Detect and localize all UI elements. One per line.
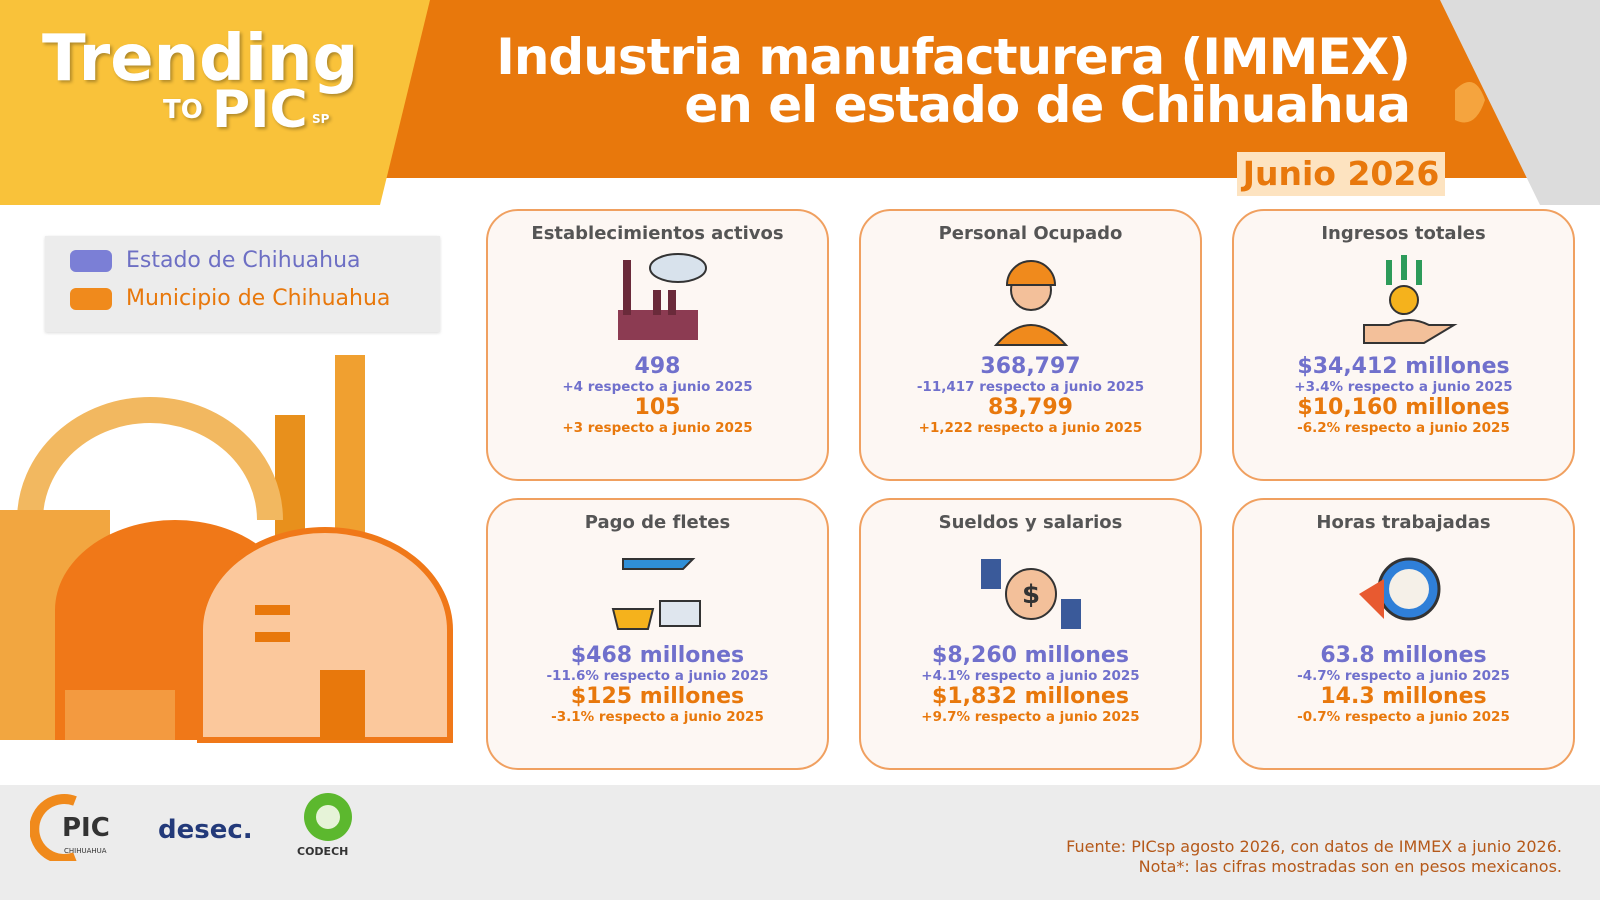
brand-trending: Trending xyxy=(42,22,359,96)
legend-item: Estado de Chihuahua xyxy=(70,248,361,273)
header-decor xyxy=(0,0,1600,205)
state-change: +3.4% respecto a junio 2025 xyxy=(1294,379,1513,395)
legend-label: Municipio de Chihuahua xyxy=(126,286,391,311)
title-line: Industria manufacturera (IMMEX) xyxy=(496,28,1411,86)
legend-label: Estado de Chihuahua xyxy=(126,248,361,273)
stat-card: Pago de fletes $468 millones -11.6% respec… xyxy=(486,498,829,770)
state-change: +4.1% respecto a junio 2025 xyxy=(921,668,1140,684)
card-icon xyxy=(617,253,707,340)
card-icon xyxy=(611,558,701,630)
municipal-value: 105 xyxy=(634,395,681,420)
municipal-change: -3.1% respecto a junio 2025 xyxy=(551,709,764,725)
brand-to: TO xyxy=(163,95,203,125)
municipal-value: $125 millones xyxy=(570,684,745,709)
desec-logo: desec. xyxy=(158,815,253,845)
source: Fuente: PICsp agosto 2026, con datos de … xyxy=(1066,837,1562,856)
card-icon xyxy=(1362,255,1458,344)
stat-card: Ingresos totales $34,412 millones +3.4% re… xyxy=(1232,209,1575,481)
state-value: $468 millones xyxy=(570,643,745,668)
card-title: Personal Ocupado xyxy=(938,223,1123,244)
card-title: Horas trabajadas xyxy=(1316,512,1491,533)
state-change: -11.6% respecto a junio 2025 xyxy=(546,668,769,684)
municipal-change: +3 respecto a junio 2025 xyxy=(562,420,753,436)
municipal-value: $1,832 millones xyxy=(932,684,1129,709)
municipal-change: +1,222 respecto a junio 2025 xyxy=(918,420,1143,436)
brand-sp: SP xyxy=(312,112,330,126)
state-value: 498 xyxy=(634,354,681,379)
municipal-value: 14.3 millones xyxy=(1320,684,1487,709)
card-icon xyxy=(1358,557,1440,621)
municipal-value: $10,160 millones xyxy=(1297,395,1510,420)
card-title: Establecimientos activos xyxy=(531,223,784,244)
codech-text: CODECH xyxy=(297,845,349,858)
pic-logo-sub: CHIHUAHUA xyxy=(64,847,107,855)
municipal-change: +9.7% respecto a junio 2025 xyxy=(921,709,1140,725)
pic-logo xyxy=(30,794,77,861)
state-value: $8,260 millones xyxy=(932,643,1129,668)
municipal-change: -6.2% respecto a junio 2025 xyxy=(1297,420,1510,436)
svg-text:$: $ xyxy=(1021,580,1039,610)
municipal-value: 83,799 xyxy=(988,395,1073,420)
card-title: Ingresos totales xyxy=(1321,223,1486,244)
brand-pic: PIC xyxy=(212,80,308,140)
card-title: Sueldos y salarios xyxy=(938,512,1123,533)
state-change: -4.7% respecto a junio 2025 xyxy=(1297,668,1510,684)
card-title: Pago de fletes xyxy=(584,512,731,533)
period: Junio 2026 xyxy=(1237,152,1445,196)
state-value: 63.8 millones xyxy=(1320,643,1487,668)
footer: PIC CHIHUAHUA desec. CODECH Fuente: PICs… xyxy=(0,785,1600,900)
note: Nota*: las cifras mostradas son en pesos… xyxy=(1138,857,1562,876)
state-change: -11,417 respecto a junio 2025 xyxy=(916,379,1145,395)
card-icon: $ xyxy=(980,559,1081,629)
codech-logo xyxy=(304,793,352,841)
state-value: 368,797 xyxy=(980,354,1081,379)
stat-card: Personal Ocupado 368,797 -11,417 respecto … xyxy=(859,209,1202,481)
pic-logo-text: PIC xyxy=(62,813,110,843)
title-line: en el estado de Chihuahua xyxy=(684,76,1411,134)
legend: Estado de Chihuahua Municipio de Chihuah… xyxy=(45,236,440,332)
factory-illustration xyxy=(0,355,453,743)
municipal-change: -0.7% respecto a junio 2025 xyxy=(1297,709,1510,725)
stat-card: Sueldos y salarios $ $8,260 millones +4.1% … xyxy=(859,498,1202,770)
legend-item: Municipio de Chihuahua xyxy=(70,286,390,311)
card-icon xyxy=(993,260,1068,346)
state-value: $34,412 millones xyxy=(1297,354,1510,379)
stat-card: Horas trabajadas 63.8 millones -4.7% respe… xyxy=(1232,498,1575,770)
stat-card: Establecimientos activos 498 +4 respecto a… xyxy=(486,209,829,481)
state-change: +4 respecto a junio 2025 xyxy=(562,379,753,395)
